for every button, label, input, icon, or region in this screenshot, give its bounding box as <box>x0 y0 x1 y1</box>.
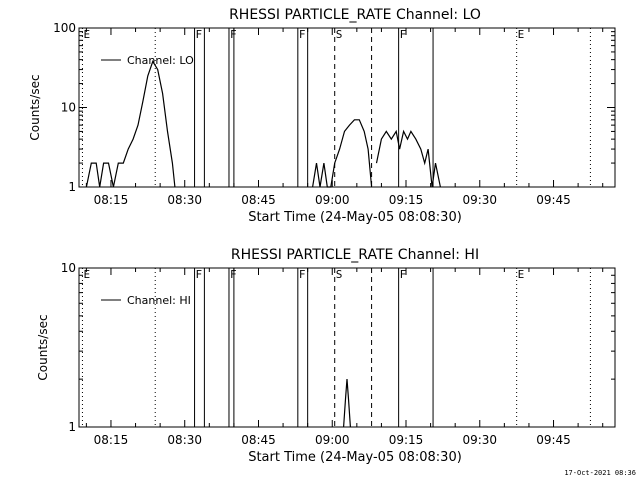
marker-label: F <box>299 268 306 281</box>
marker-label: F <box>196 28 203 41</box>
chart-panel-2 <box>78 267 616 428</box>
x-tick-label: 09:00 <box>315 193 350 207</box>
marker-label: E <box>83 28 90 41</box>
marker-label: F <box>299 28 306 41</box>
x-tick-label: 08:45 <box>241 433 276 447</box>
x-tick-label: 09:45 <box>536 193 571 207</box>
x-axis-label: Start Time (24-May-05 08:08:30) <box>248 210 462 225</box>
y-tick-label: 1 <box>68 420 76 434</box>
x-tick-label: 08:15 <box>94 433 129 447</box>
x-tick-label: 09:45 <box>536 433 571 447</box>
marker-label: E <box>518 28 525 41</box>
x-tick-label: 09:15 <box>389 433 424 447</box>
x-tick-label: 09:15 <box>389 193 424 207</box>
marker-label: F <box>400 268 407 281</box>
marker-label: F <box>230 28 237 41</box>
y-axis-label: Counts/sec <box>28 74 42 140</box>
x-tick-label: 08:30 <box>167 193 202 207</box>
chart-panel-1 <box>78 27 616 188</box>
x-tick-label: 09:30 <box>462 193 497 207</box>
data-line <box>375 129 441 188</box>
x-tick-label: 08:15 <box>94 193 129 207</box>
marker-label: E <box>518 268 525 281</box>
y-tick-label: 100 <box>53 21 76 35</box>
plot-frame <box>78 27 616 188</box>
y-axis-label: Counts/sec <box>36 314 50 380</box>
timestamp-stamp: 17-Oct-2021 08:36 <box>564 469 636 477</box>
marker-label: F <box>230 268 237 281</box>
y-tick-label: 10 <box>61 261 76 275</box>
x-axis-label: Start Time (24-May-05 08:08:30) <box>248 450 462 465</box>
legend-label: Channel: HI <box>127 294 191 307</box>
plot-frame <box>78 267 616 428</box>
chart-title: RHESSI PARTICLE_RATE Channel: HI <box>231 247 479 263</box>
chart-title: RHESSI PARTICLE_RATE Channel: LO <box>229 7 481 23</box>
y-tick-label: 1 <box>68 180 76 194</box>
data-line <box>343 379 351 428</box>
legend-label: Channel: LO <box>127 54 194 67</box>
marker-label: E <box>83 268 90 281</box>
y-tick-label: 10 <box>61 101 76 115</box>
x-tick-label: 09:00 <box>315 433 350 447</box>
data-line <box>85 59 176 188</box>
data-line <box>312 119 373 188</box>
marker-label: F <box>400 28 407 41</box>
marker-label: S <box>336 268 343 281</box>
x-tick-label: 08:45 <box>241 193 276 207</box>
x-tick-label: 08:30 <box>167 433 202 447</box>
x-tick-label: 09:30 <box>462 433 497 447</box>
marker-label: S <box>336 28 343 41</box>
marker-label: F <box>196 268 203 281</box>
